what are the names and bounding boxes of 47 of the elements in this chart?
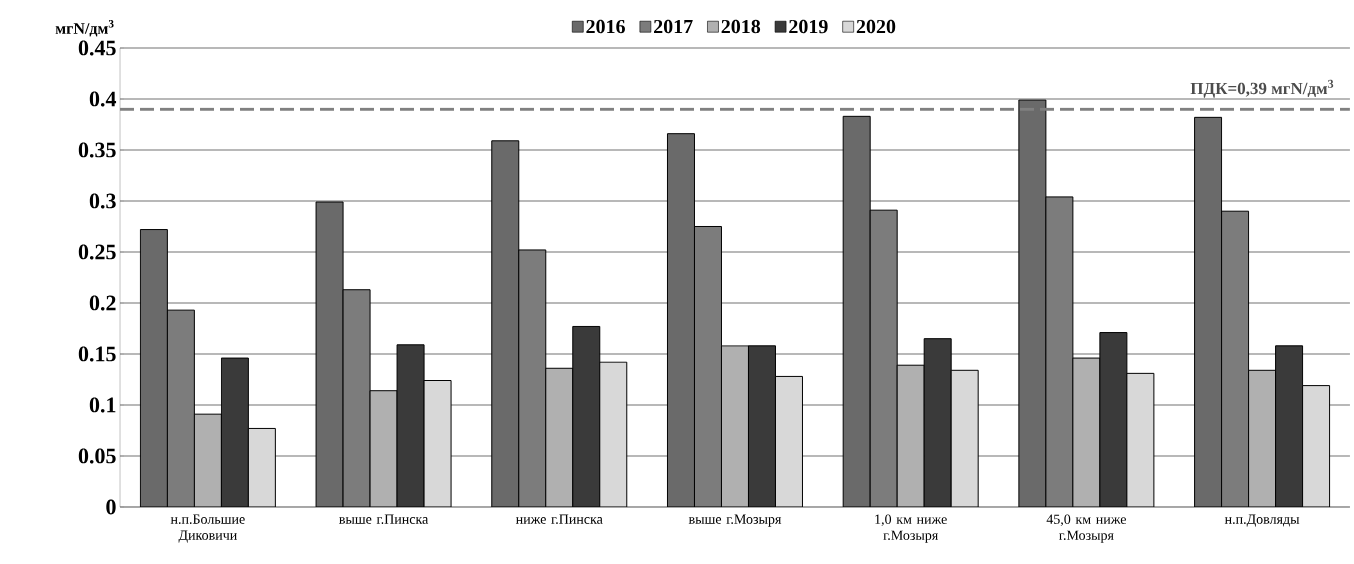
y-tick-label: 0 bbox=[106, 499, 116, 515]
x-tick-label: 45,0 км ниже г.Мозыря bbox=[1046, 514, 1126, 543]
y-tick-label: 0.05 bbox=[78, 448, 116, 464]
bar bbox=[896, 364, 925, 507]
y-tick-label: 0.1 bbox=[89, 397, 116, 413]
bar bbox=[1126, 372, 1155, 507]
bar bbox=[247, 427, 276, 507]
bar bbox=[342, 289, 371, 507]
bar bbox=[396, 344, 425, 507]
bar bbox=[423, 380, 452, 507]
bar bbox=[1302, 385, 1331, 507]
bar bbox=[545, 367, 574, 507]
x-tick-label: н.п.Довляды bbox=[1224, 514, 1300, 527]
bar bbox=[950, 369, 979, 507]
bar bbox=[1072, 357, 1101, 507]
bar bbox=[369, 390, 398, 507]
x-tick-label: выше г.Мозыря bbox=[688, 514, 782, 527]
legend-label: 2020 bbox=[856, 19, 896, 34]
y-axis-title: мгN/дм$^{3}$ bbox=[55, 19, 114, 37]
bar bbox=[599, 361, 628, 507]
x-tick-label: н.п.Большие Диковичи bbox=[170, 514, 245, 543]
bar bbox=[923, 338, 952, 507]
bar bbox=[1099, 332, 1128, 507]
ref-line-label: ПДК=0,39 мгN/дм$^{3}$ bbox=[1190, 79, 1334, 98]
y-tick-label: 0.3 bbox=[89, 193, 116, 209]
legend-label: 2016 bbox=[586, 19, 625, 34]
bar bbox=[572, 325, 601, 507]
x-tick-label: выше г.Пинска bbox=[339, 514, 429, 524]
bar bbox=[1248, 369, 1277, 507]
bar bbox=[1045, 196, 1074, 507]
bar bbox=[1275, 345, 1304, 507]
y-tick-label: 0.2 bbox=[89, 295, 116, 311]
bar bbox=[193, 413, 222, 507]
x-tick-label: ниже г.Пинска bbox=[515, 514, 603, 524]
bar bbox=[220, 357, 249, 507]
bar bbox=[720, 345, 749, 507]
bar bbox=[747, 345, 776, 507]
legend-label: 2018 bbox=[721, 19, 761, 34]
y-tick-label: 0.4 bbox=[89, 91, 117, 107]
y-tick-label: 0.35 bbox=[78, 142, 116, 158]
legend-label: 2017 bbox=[654, 19, 693, 34]
y-tick-label: 0.15 bbox=[78, 346, 116, 362]
bar bbox=[774, 375, 803, 507]
y-tick-label: 0.25 bbox=[78, 244, 116, 260]
x-tick-label: 1,0 км ниже г.Мозыря bbox=[875, 514, 947, 543]
legend-label: 2019 bbox=[789, 19, 828, 34]
y-tick-label: 0.45 bbox=[78, 40, 116, 56]
